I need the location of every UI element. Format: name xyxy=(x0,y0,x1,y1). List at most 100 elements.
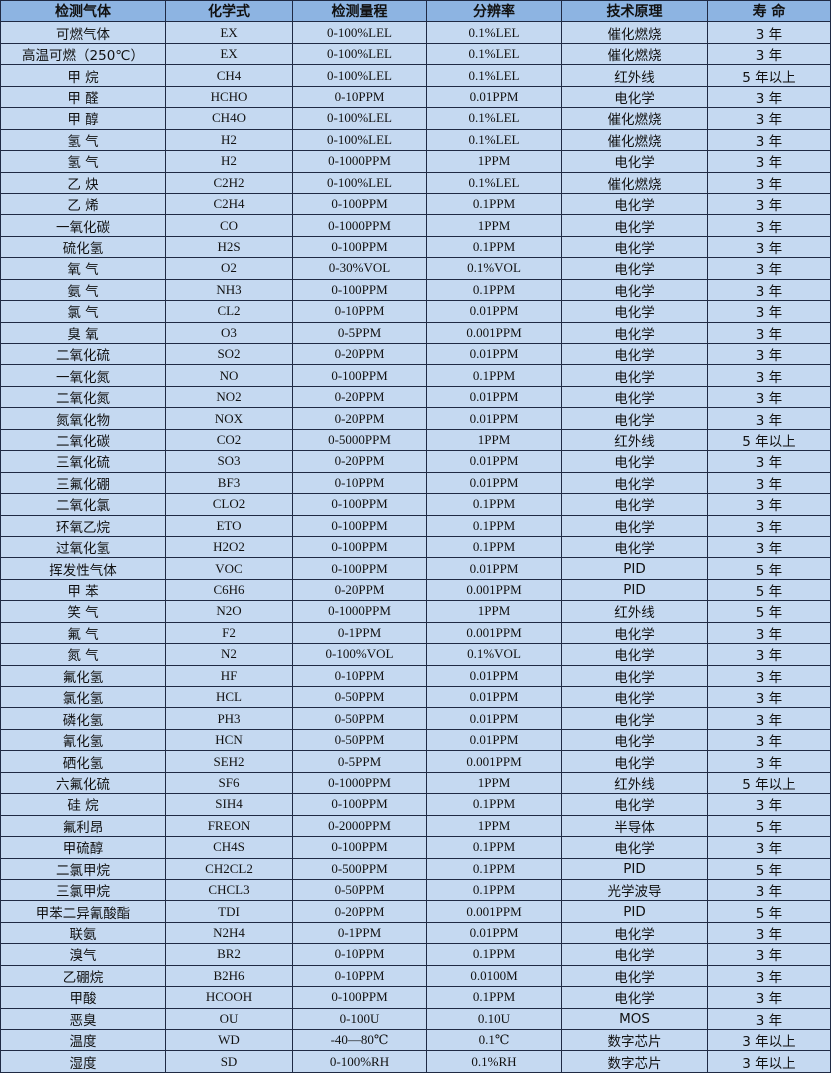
table-row: 氯 气 CL2 0-10PPM 0.01PPM 电化学 3 年 xyxy=(0,300,831,323)
cell-resolution: 0.001PPM xyxy=(426,750,562,773)
cell-formula: C6H6 xyxy=(165,578,293,602)
cell-lifespan: 3 年 xyxy=(707,128,831,152)
cell-principle: 红外线 xyxy=(561,771,708,795)
cell-gas: 湿度 xyxy=(0,1050,166,1073)
cell-formula: SIH4 xyxy=(165,793,293,816)
cell-range: 0-5PPM xyxy=(292,321,427,345)
cell-lifespan: 3 年 xyxy=(707,21,831,44)
cell-resolution: 0.1PPM xyxy=(426,235,562,259)
cell-principle: 电化学 xyxy=(561,836,708,859)
table-row: 氟化氢 HF 0-10PPM 0.01PPM 电化学 3 年 xyxy=(0,664,831,688)
cell-principle: 电化学 xyxy=(561,921,708,945)
cell-principle: 电化学 xyxy=(561,192,708,216)
table-row: 硒化氢 SEH2 0-5PPM 0.001PPM 电化学 3 年 xyxy=(0,750,831,773)
cell-resolution: 0.01PPM xyxy=(426,664,562,688)
cell-lifespan: 3 年 xyxy=(707,685,831,709)
cell-gas: 二氯甲烷 xyxy=(0,857,166,880)
cell-lifespan: 5 年以上 xyxy=(707,428,831,452)
cell-gas: 硅 烷 xyxy=(0,793,166,816)
cell-resolution: 0.1PPM xyxy=(426,535,562,559)
cell-resolution: 0.01PPM xyxy=(426,921,562,945)
cell-gas: 臭 氧 xyxy=(0,321,166,345)
cell-lifespan: 3 年 xyxy=(707,964,831,988)
cell-lifespan: 3 年 xyxy=(707,192,831,216)
cell-principle: 数字芯片 xyxy=(561,1028,708,1052)
cell-gas: 甲 醇 xyxy=(0,107,166,130)
cell-principle: 电化学 xyxy=(561,278,708,302)
cell-lifespan: 3 年 xyxy=(707,257,831,280)
cell-range: 0-100%LEL xyxy=(292,64,427,87)
cell-range: 0-30%VOL xyxy=(292,257,427,280)
cell-gas: 甲酸 xyxy=(0,986,166,1009)
cell-range: 0-5000PPM xyxy=(292,428,427,452)
cell-gas: 二氧化氯 xyxy=(0,493,166,516)
table-row: 环氧乙烷 ETO 0-100PPM 0.1PPM 电化学 3 年 xyxy=(0,514,831,537)
header-gas: 检测气体 xyxy=(0,0,166,23)
cell-gas: 硒化氢 xyxy=(0,750,166,773)
cell-formula: CO2 xyxy=(165,428,293,452)
table-row: 挥发性气体 VOC 0-100PPM 0.01PPM PID 5 年 xyxy=(0,557,831,580)
cell-principle: 红外线 xyxy=(561,600,708,623)
cell-gas: 挥发性气体 xyxy=(0,557,166,580)
cell-formula: PH3 xyxy=(165,707,293,730)
cell-resolution: 0.01PPM xyxy=(426,407,562,430)
cell-range: 0-1PPM xyxy=(292,921,427,945)
cell-lifespan: 3 年 xyxy=(707,342,831,366)
cell-principle: 电化学 xyxy=(561,321,708,345)
cell-range: 0-100PPM xyxy=(292,793,427,816)
cell-gas: 过氧化氢 xyxy=(0,535,166,559)
cell-gas: 甲硫醇 xyxy=(0,836,166,859)
cell-formula: HCL xyxy=(165,685,293,709)
cell-lifespan: 3 年 xyxy=(707,471,831,495)
cell-formula: WD xyxy=(165,1028,293,1052)
cell-formula: SO3 xyxy=(165,450,293,473)
cell-gas: 乙 炔 xyxy=(0,171,166,194)
table-row: 氨 气 NH3 0-100PPM 0.1PPM 电化学 3 年 xyxy=(0,278,831,302)
cell-principle: 电化学 xyxy=(561,750,708,773)
cell-resolution: 0.1PPM xyxy=(426,493,562,516)
cell-range: 0-10PPM xyxy=(292,300,427,323)
cell-range: 0-50PPM xyxy=(292,707,427,730)
cell-gas: 乙 烯 xyxy=(0,192,166,216)
cell-range: 0-100%LEL xyxy=(292,171,427,194)
cell-formula: NOX xyxy=(165,407,293,430)
cell-formula: NO xyxy=(165,364,293,387)
cell-lifespan: 3 年 xyxy=(707,150,831,173)
table-row: 三氟化硼 BF3 0-10PPM 0.01PPM 电化学 3 年 xyxy=(0,471,831,495)
table-row: 甲 醛 HCHO 0-10PPM 0.01PPM 电化学 3 年 xyxy=(0,85,831,109)
cell-resolution: 0.1PPM xyxy=(426,878,562,902)
cell-gas: 甲苯二异氰酸酯 xyxy=(0,900,166,923)
cell-range: 0-100PPM xyxy=(292,278,427,302)
cell-formula: O3 xyxy=(165,321,293,345)
cell-resolution: 0.01PPM xyxy=(426,471,562,495)
cell-principle: PID xyxy=(561,578,708,602)
cell-principle: 电化学 xyxy=(561,364,708,387)
cell-gas: 氨 气 xyxy=(0,278,166,302)
table-row: 氯化氢 HCL 0-50PPM 0.01PPM 电化学 3 年 xyxy=(0,685,831,709)
cell-range: 0-100%LEL xyxy=(292,107,427,130)
cell-resolution: 0.1%LEL xyxy=(426,42,562,66)
cell-principle: 电化学 xyxy=(561,235,708,259)
table-row: 氮 气 N2 0-100%VOL 0.1%VOL 电化学 3 年 xyxy=(0,643,831,666)
table-row: 笑 气 N2O 0-1000PPM 1PPM 红外线 5 年 xyxy=(0,600,831,623)
cell-gas: 高温可燃（250℃） xyxy=(0,42,166,66)
table-row: 硅 烷 SIH4 0-100PPM 0.1PPM 电化学 3 年 xyxy=(0,793,831,816)
cell-gas: 甲 烷 xyxy=(0,64,166,87)
cell-formula: FREON xyxy=(165,814,293,838)
table-row: 氟利昂 FREON 0-2000PPM 1PPM 半导体 5 年 xyxy=(0,814,831,838)
table-row: 甲苯二异氰酸酯 TDI 0-20PPM 0.001PPM PID 5 年 xyxy=(0,900,831,923)
table-row: 氮氧化物 NOX 0-20PPM 0.01PPM 电化学 3 年 xyxy=(0,407,831,430)
header-principle: 技术原理 xyxy=(561,0,708,23)
table-row: 温度 WD -40—80℃ 0.1℃ 数字芯片 3 年以上 xyxy=(0,1028,831,1052)
cell-formula: H2O2 xyxy=(165,535,293,559)
cell-gas: 可燃气体 xyxy=(0,21,166,44)
table-row: 恶臭 OU 0-100U 0.10U MOS 3 年 xyxy=(0,1007,831,1031)
cell-principle: PID xyxy=(561,857,708,880)
table-row: 氢 气 H2 0-100%LEL 0.1%LEL 催化燃烧 3 年 xyxy=(0,128,831,152)
cell-principle: 电化学 xyxy=(561,793,708,816)
cell-resolution: 0.01PPM xyxy=(426,300,562,323)
cell-principle: PID xyxy=(561,900,708,923)
cell-formula: N2H4 xyxy=(165,921,293,945)
cell-resolution: 0.01PPM xyxy=(426,728,562,752)
